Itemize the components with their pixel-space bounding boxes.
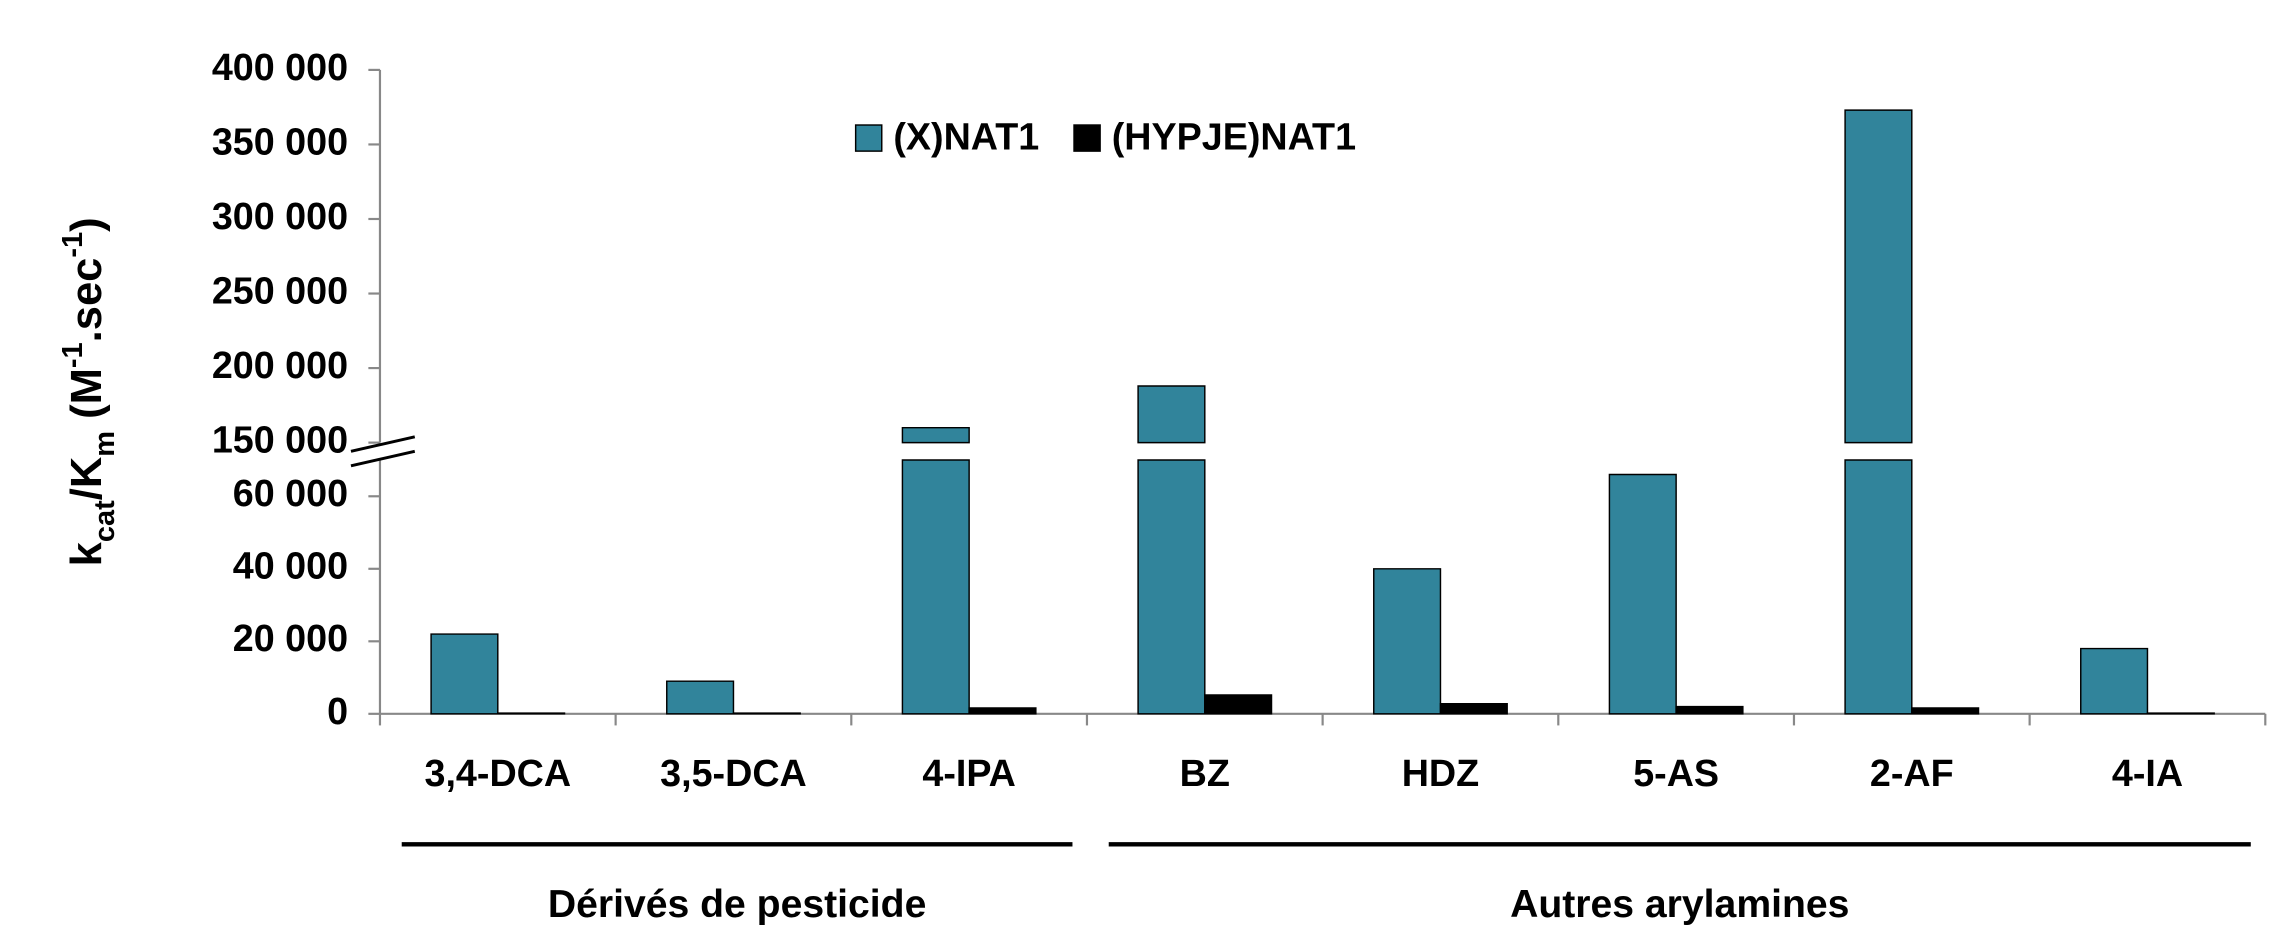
y-label-part: /K	[63, 456, 111, 500]
legend-label: (HYPJE)NAT1	[1112, 115, 1356, 157]
bar	[968, 707, 1037, 715]
legend-swatch	[854, 124, 883, 152]
axis-break-mark	[350, 449, 416, 468]
x-tick-label: HDZ	[1402, 752, 1479, 794]
y-tick-label: 20 000	[233, 617, 348, 659]
bar	[666, 680, 735, 715]
y-label-part: )	[63, 217, 111, 231]
y-tick-label: 60 000	[233, 472, 348, 514]
y-tick-label: 40 000	[233, 545, 348, 587]
x-tick-label: 3,5-DCA	[660, 752, 807, 794]
legend-label: (X)NAT1	[893, 115, 1039, 157]
y-axis-label: kcat/Km (M-1.sec-1)	[57, 217, 121, 566]
bar	[1439, 702, 1508, 715]
y-tick-label: 0	[327, 690, 348, 732]
bar	[1911, 707, 1980, 715]
x-tick-label: 4-IA	[2112, 752, 2183, 794]
bar	[1608, 473, 1677, 715]
bar	[732, 712, 801, 715]
axis-break-mark	[350, 435, 416, 453]
y-label-part: -1	[57, 342, 89, 368]
y-label-part: cat	[89, 500, 121, 542]
bar	[901, 426, 970, 715]
y-label-part: (M	[63, 368, 111, 431]
y-label-part: -1	[57, 232, 89, 258]
group-label: Dérivés de pesticide	[548, 883, 927, 926]
y-label-part: m	[89, 431, 121, 457]
group-label: Autres arylamines	[1510, 883, 1849, 926]
y-label-part: k	[63, 541, 111, 566]
x-tick-label: 4-IPA	[922, 752, 1016, 794]
y-tick-label: 150 000	[212, 419, 348, 461]
bar	[2080, 647, 2149, 715]
y-tick-label: 200 000	[212, 344, 348, 386]
y-label-part: .sec	[63, 258, 111, 343]
legend-swatch	[1073, 124, 1101, 152]
y-tick-label: 250 000	[212, 269, 348, 311]
x-tick-label: 3,4-DCA	[425, 752, 572, 794]
bar	[1137, 385, 1206, 715]
bar	[497, 712, 566, 715]
bar	[1373, 568, 1442, 715]
axis-break-gap	[350, 444, 2266, 459]
x-tick-label: 2-AF	[1870, 752, 1954, 794]
y-tick-label: 300 000	[212, 195, 348, 237]
y-tick-label: 350 000	[212, 120, 348, 162]
x-tick-label: BZ	[1180, 752, 1230, 794]
x-tick-label: 5-AS	[1633, 752, 1719, 794]
bar	[1844, 109, 1913, 715]
y-tick-label: 400 000	[212, 46, 348, 88]
bar	[1675, 705, 1744, 715]
bar	[430, 633, 499, 715]
bar	[2146, 712, 2215, 715]
bar	[1204, 694, 1273, 715]
